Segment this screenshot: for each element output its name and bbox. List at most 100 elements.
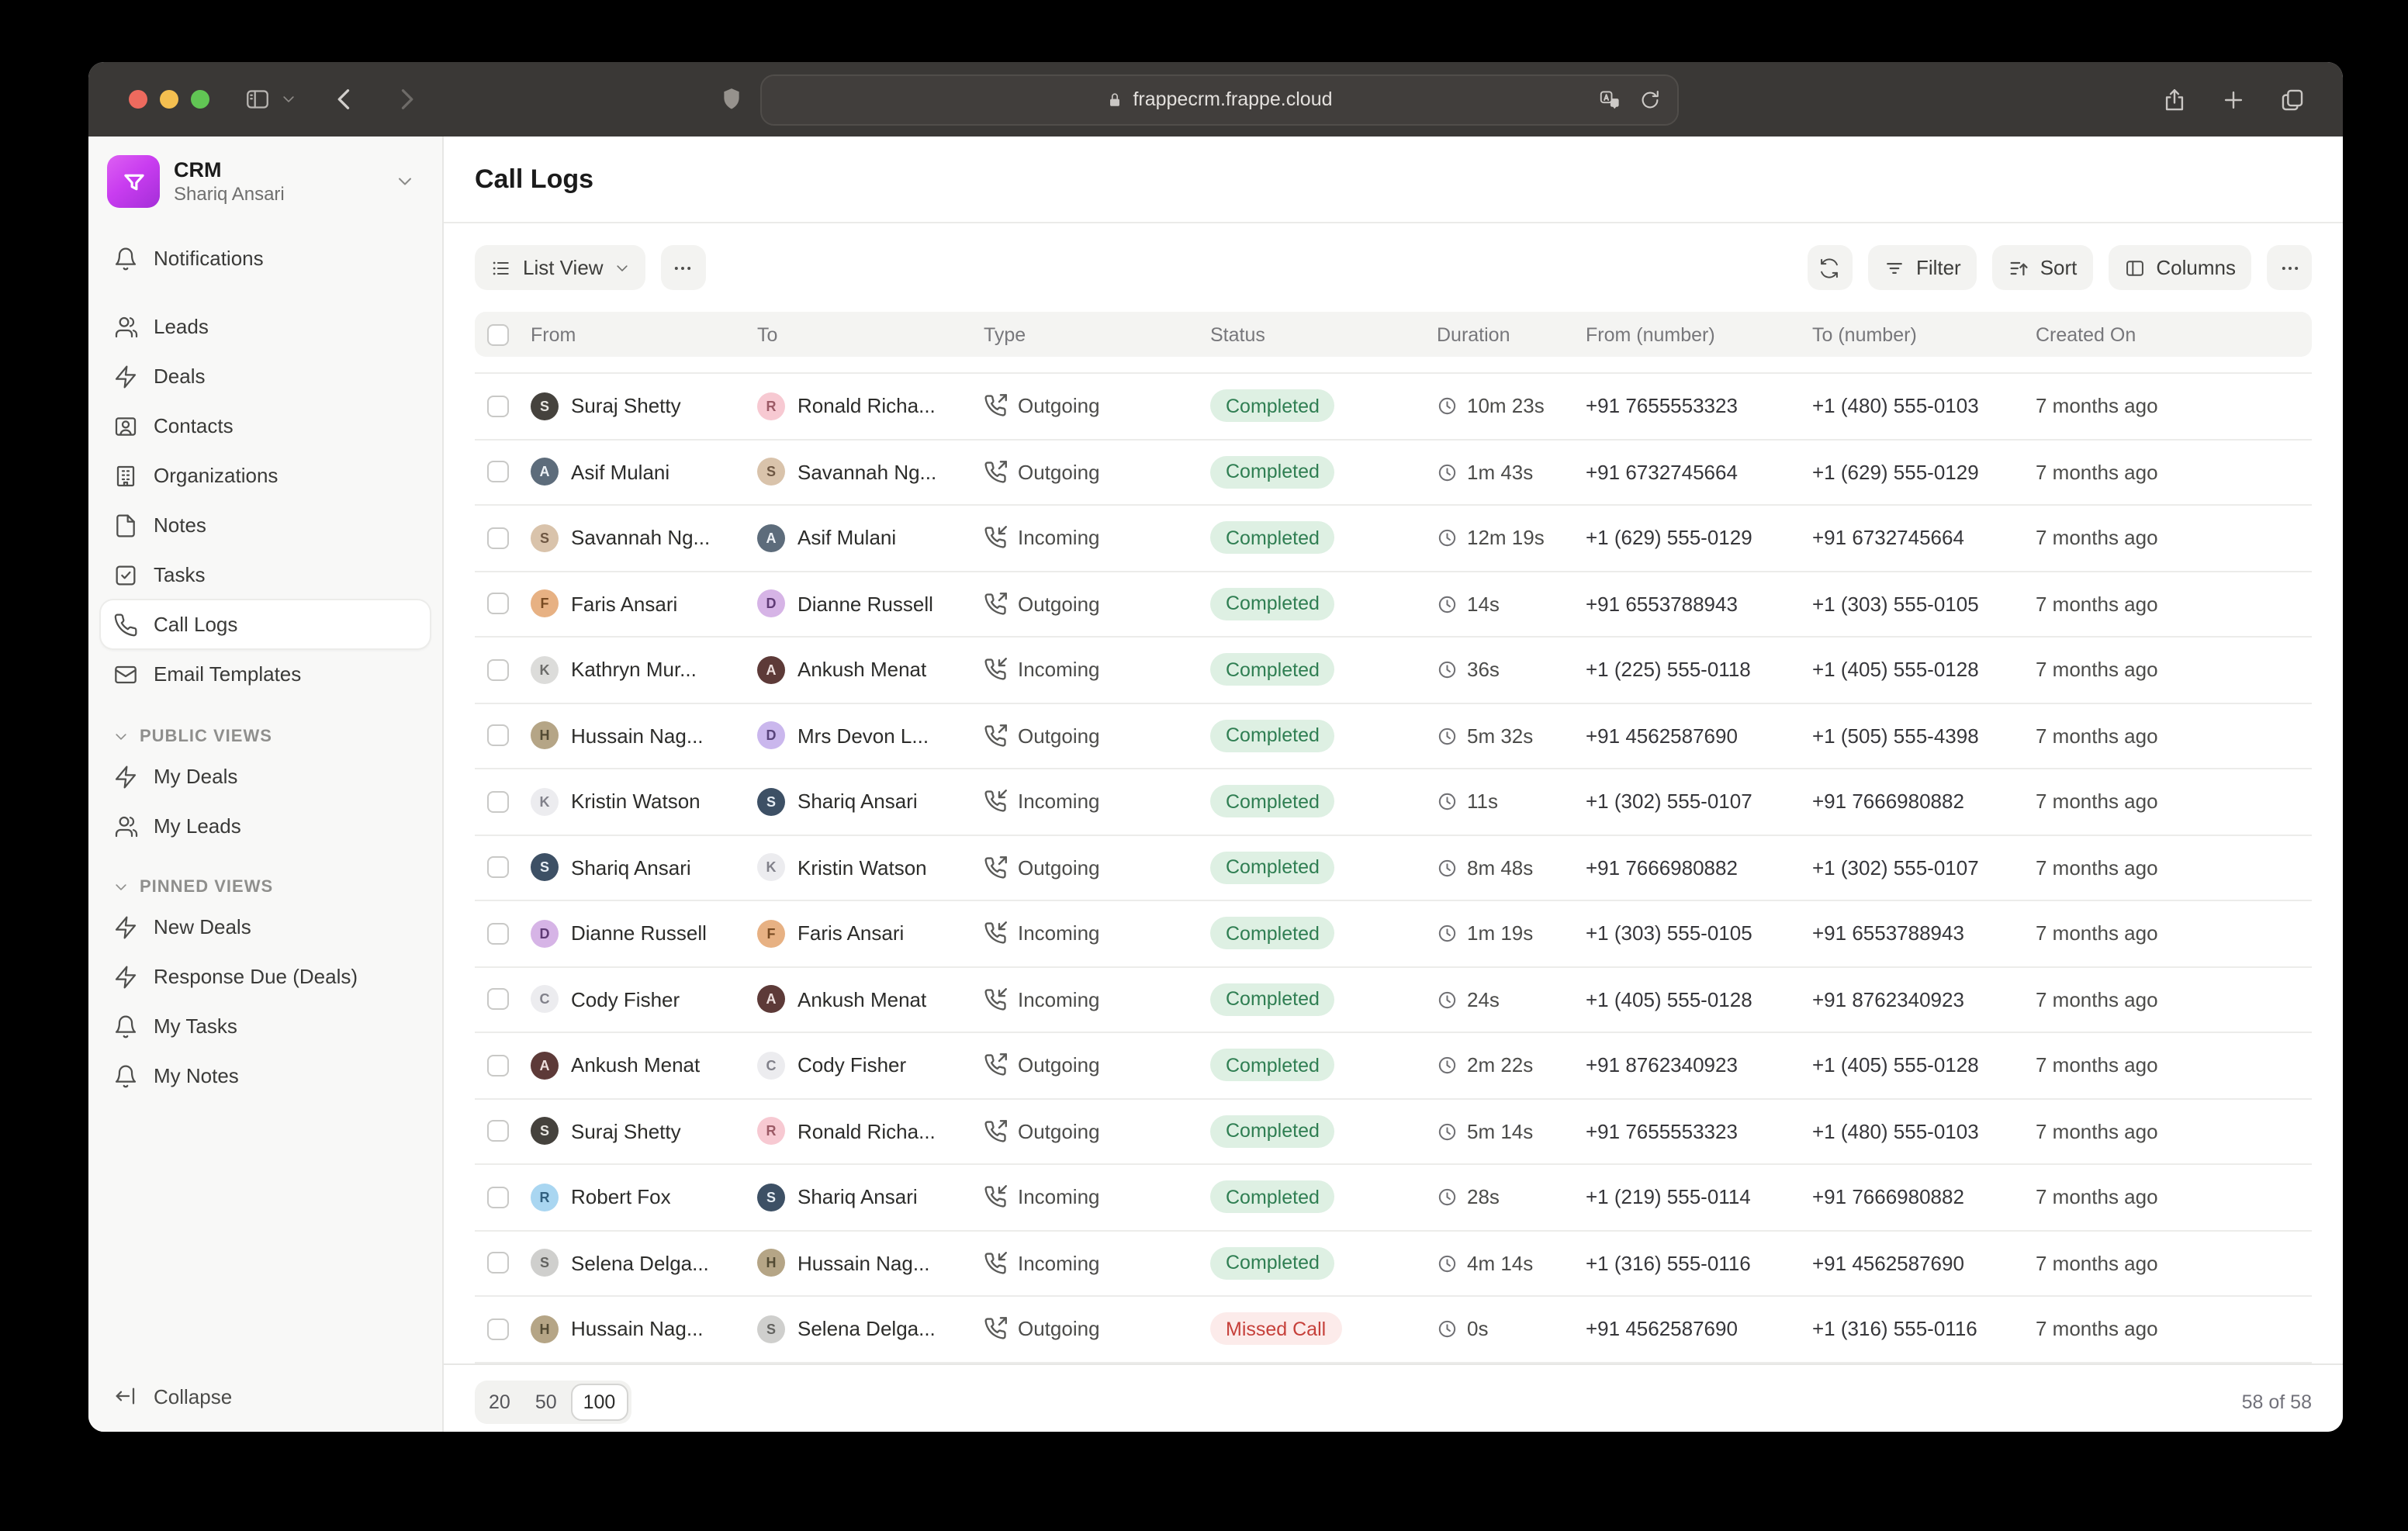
to-cell[interactable]: A Ankush Menat <box>757 985 984 1014</box>
sidebar-item-contacts[interactable]: Contacts <box>101 402 430 450</box>
from-cell[interactable]: S Shariq Ansari <box>531 853 757 882</box>
row-checkbox[interactable] <box>487 395 509 417</box>
from-cell[interactable]: C Cody Fisher <box>531 985 757 1014</box>
table-row[interactable]: A Asif Mulani S Savannah Ng... Outgoing C… <box>475 440 2312 506</box>
filter-button[interactable]: Filter <box>1867 245 1977 290</box>
view-switcher-button[interactable]: List View <box>475 245 645 290</box>
new-tab-icon[interactable] <box>2220 86 2247 112</box>
chevron-down-icon[interactable] <box>281 92 296 107</box>
table-row[interactable]: S Suraj Shetty R Ronald Richa... Outgoin… <box>475 1099 2312 1165</box>
sidebar-item-call-logs[interactable]: Call Logs <box>101 600 430 648</box>
sidebar-item-my-tasks[interactable]: My Tasks <box>101 1002 430 1050</box>
to-cell[interactable]: C Cody Fisher <box>757 1051 984 1080</box>
section-header-public-views[interactable]: PUBLIC VIEWS <box>101 727 430 746</box>
page-size-20[interactable]: 20 <box>489 1391 510 1412</box>
table-row[interactable]: F Faris Ansari D Dianne Russell Outgoing… <box>475 572 2312 638</box>
to-cell[interactable]: S Savannah Ng... <box>757 458 984 486</box>
share-icon[interactable] <box>2161 86 2188 112</box>
back-icon[interactable] <box>330 85 358 113</box>
to-cell[interactable]: A Asif Mulani <box>757 524 984 552</box>
page-size-100[interactable]: 100 <box>570 1383 628 1420</box>
row-checkbox[interactable] <box>487 1054 509 1077</box>
sort-button[interactable]: Sort <box>1991 245 2093 290</box>
from-cell[interactable]: S Savannah Ng... <box>531 524 757 552</box>
row-checkbox[interactable] <box>487 988 509 1011</box>
reload-icon[interactable] <box>1638 88 1662 111</box>
table-row[interactable]: H Hussain Nag... S Selena Delga... Outgo… <box>475 1297 2312 1363</box>
table-row[interactable]: H Hussain Nag... D Mrs Devon L... Outgoi… <box>475 703 2312 769</box>
page-size-50[interactable]: 50 <box>535 1391 557 1412</box>
tab-overview-icon[interactable] <box>2279 86 2306 112</box>
privacy-shield-icon[interactable] <box>718 84 745 115</box>
to-cell[interactable]: D Dianne Russell <box>757 589 984 618</box>
table-row[interactable]: S Savannah Ng... A Asif Mulani Incoming C… <box>475 506 2312 572</box>
zoom-button[interactable] <box>191 90 209 109</box>
to-cell[interactable]: S Selena Delga... <box>757 1315 984 1343</box>
sidebar-collapse-button[interactable]: Collapse <box>88 1360 442 1432</box>
row-checkbox[interactable] <box>487 1120 509 1142</box>
table-row[interactable]: D Dianne Russell F Faris Ansari Incoming… <box>475 901 2312 967</box>
sidebar-item-my-deals[interactable]: My Deals <box>101 752 430 800</box>
workspace-switcher[interactable]: CRM Shariq Ansari <box>88 137 442 208</box>
to-cell[interactable]: K Kristin Watson <box>757 853 984 882</box>
view-more-button[interactable] <box>660 245 706 290</box>
row-checkbox[interactable] <box>487 1186 509 1208</box>
close-button[interactable] <box>129 90 147 109</box>
to-cell[interactable]: S Shariq Ansari <box>757 1183 984 1211</box>
sidebar-item-tasks[interactable]: Tasks <box>101 551 430 599</box>
sidebar-item-deals[interactable]: Deals <box>101 352 430 400</box>
row-checkbox[interactable] <box>487 922 509 945</box>
sidebar-item-new-deals[interactable]: New Deals <box>101 903 430 951</box>
more-options-button[interactable] <box>2267 245 2312 290</box>
translate-icon[interactable] <box>1598 88 1621 111</box>
minimize-button[interactable] <box>160 90 178 109</box>
row-checkbox[interactable] <box>487 724 509 747</box>
row-checkbox[interactable] <box>487 1252 509 1274</box>
url-bar[interactable]: frappecrm.frappe.cloud <box>760 74 1679 125</box>
sidebar-item-my-notes[interactable]: My Notes <box>101 1052 430 1100</box>
to-cell[interactable]: A Ankush Menat <box>757 655 984 684</box>
from-cell[interactable]: D Dianne Russell <box>531 919 757 948</box>
sidebar-item-response-due-deals[interactable]: Response Due (Deals) <box>101 952 430 1001</box>
row-checkbox[interactable] <box>487 856 509 879</box>
row-checkbox[interactable] <box>487 1318 509 1340</box>
to-cell[interactable]: R Ronald Richa... <box>757 1117 984 1146</box>
from-cell[interactable]: S Suraj Shetty <box>531 392 757 420</box>
from-cell[interactable]: A Ankush Menat <box>531 1051 757 1080</box>
refresh-button[interactable] <box>1807 245 1853 290</box>
sidebar-item-leads[interactable]: Leads <box>101 302 430 351</box>
from-cell[interactable]: S Suraj Shetty <box>531 1117 757 1146</box>
from-cell[interactable]: A Asif Mulani <box>531 458 757 486</box>
to-cell[interactable]: S Shariq Ansari <box>757 787 984 816</box>
row-checkbox[interactable] <box>487 593 509 615</box>
from-cell[interactable]: R Robert Fox <box>531 1183 757 1211</box>
table-row[interactable]: S Shariq Ansari K Kristin Watson Outgoin… <box>475 835 2312 901</box>
sidebar-toggle-icon[interactable] <box>244 85 272 113</box>
row-checkbox[interactable] <box>487 461 509 483</box>
from-cell[interactable]: H Hussain Nag... <box>531 721 757 750</box>
table-row[interactable]: S Suraj Shetty R Ronald Richa... Outgoin… <box>475 372 2312 440</box>
table-row[interactable]: S Selena Delga... H Hussain Nag... Incom… <box>475 1231 2312 1297</box>
select-all-checkbox[interactable] <box>487 323 509 345</box>
from-cell[interactable]: K Kristin Watson <box>531 787 757 816</box>
columns-button[interactable]: Columns <box>2108 245 2251 290</box>
to-cell[interactable]: F Faris Ansari <box>757 919 984 948</box>
row-checkbox[interactable] <box>487 658 509 681</box>
to-cell[interactable]: R Ronald Richa... <box>757 392 984 420</box>
sidebar-item-notifications[interactable]: Notifications <box>101 234 430 282</box>
to-cell[interactable]: D Mrs Devon L... <box>757 721 984 750</box>
table-row[interactable]: C Cody Fisher A Ankush Menat Incoming Com… <box>475 967 2312 1033</box>
from-cell[interactable]: S Selena Delga... <box>531 1249 757 1277</box>
section-header-pinned-views[interactable]: PINNED VIEWS <box>101 878 430 897</box>
sidebar-item-notes[interactable]: Notes <box>101 501 430 549</box>
sidebar-item-email-templates[interactable]: Email Templates <box>101 650 430 698</box>
forward-icon[interactable] <box>393 85 420 113</box>
row-checkbox[interactable] <box>487 527 509 549</box>
to-cell[interactable]: H Hussain Nag... <box>757 1249 984 1277</box>
table-row[interactable]: K Kathryn Mur... A Ankush Menat Incoming… <box>475 638 2312 703</box>
from-cell[interactable]: H Hussain Nag... <box>531 1315 757 1343</box>
sidebar-item-my-leads[interactable]: My Leads <box>101 802 430 850</box>
table-row[interactable]: K Kristin Watson S Shariq Ansari Incomin… <box>475 769 2312 835</box>
from-cell[interactable]: F Faris Ansari <box>531 589 757 618</box>
table-row[interactable]: A Ankush Menat C Cody Fisher Outgoing Com… <box>475 1033 2312 1099</box>
